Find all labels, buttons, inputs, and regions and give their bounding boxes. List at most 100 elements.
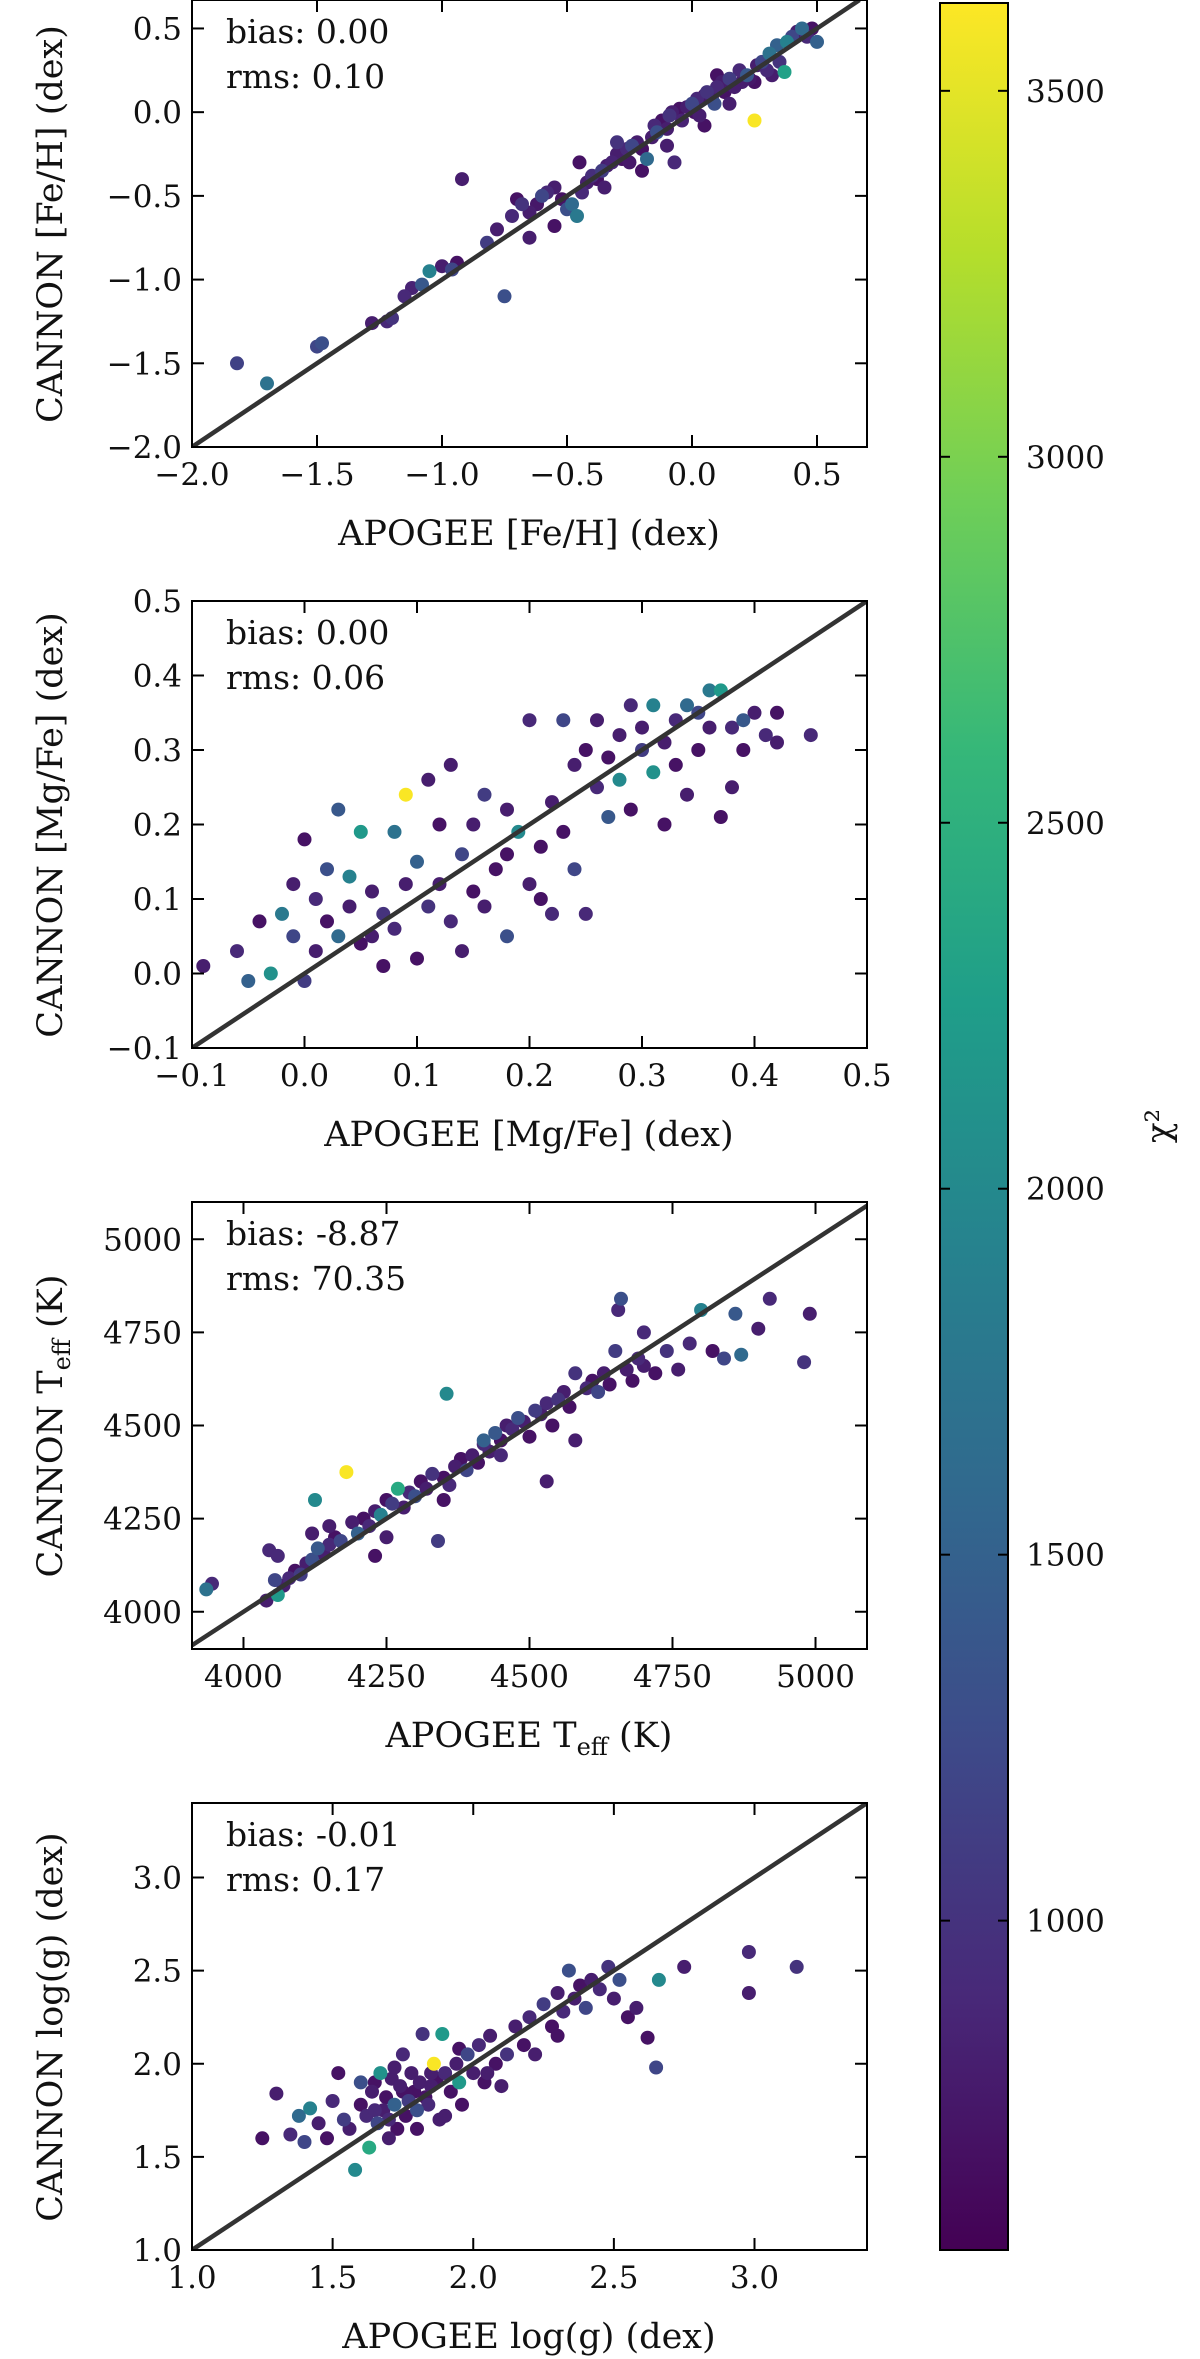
- data-point: [379, 1530, 394, 1545]
- data-point: [608, 1344, 623, 1358]
- x-axis-label: APOGEE Teff (K): [385, 1716, 673, 1761]
- colorbar-gradient: [939, 2, 1009, 2251]
- data-point: [410, 951, 424, 966]
- colorbar-tick-label: 3500: [1026, 74, 1105, 110]
- data-point: [477, 787, 492, 802]
- data-point: [702, 720, 717, 735]
- y-tick-label: 0.1: [133, 882, 182, 918]
- x-tick-label: 2.0: [449, 2260, 498, 2296]
- data-point: [443, 757, 458, 772]
- data-point: [758, 728, 773, 743]
- y-axis-label: CANNON [Fe/H] (dex): [31, 25, 71, 423]
- data-point: [286, 877, 301, 892]
- data-point: [275, 906, 289, 921]
- data-point: [640, 152, 654, 166]
- data-point: [455, 944, 469, 959]
- data-point: [500, 929, 514, 944]
- data-point: [230, 944, 244, 959]
- data-point: [490, 222, 504, 237]
- data-point: [255, 2131, 270, 2146]
- data-point: [500, 802, 514, 817]
- y-tick-label: 0.3: [133, 733, 182, 769]
- data-point: [736, 713, 751, 728]
- data-point: [606, 1991, 621, 2006]
- data-point: [789, 1959, 804, 1974]
- data-point: [539, 1474, 554, 1489]
- y-tick-label: 5000: [103, 1222, 182, 1258]
- data-point: [410, 2103, 424, 2118]
- data-point: [466, 2066, 481, 2081]
- data-point: [368, 1548, 383, 1563]
- data-point: [412, 2075, 427, 2090]
- data-point: [680, 787, 694, 802]
- data-point: [667, 155, 682, 170]
- data-point: [556, 824, 571, 839]
- x-tick-label: 0.5: [792, 457, 841, 493]
- data-point: [751, 1321, 766, 1336]
- data-point: [367, 2103, 382, 2118]
- x-tick-label: −0.5: [529, 457, 604, 493]
- data-point: [390, 1481, 405, 1496]
- data-point: [342, 869, 357, 884]
- x-tick-label: −2.0: [154, 457, 229, 493]
- colorbar-tick-label: 1500: [1026, 1538, 1105, 1574]
- data-point: [741, 1986, 756, 2000]
- data-point: [308, 1493, 322, 1507]
- y-tick-label: 1.5: [133, 2140, 182, 2176]
- one-to-one-line: [192, 601, 867, 1048]
- y-tick-label: 4250: [103, 1502, 182, 1538]
- data-point: [435, 2027, 450, 2041]
- data-point: [662, 108, 677, 123]
- data-point: [747, 705, 762, 720]
- plot-frame: [191, 1802, 868, 2251]
- colorbar-tick-label: 1000: [1026, 1904, 1105, 1940]
- scatter-panel-teff: bias: -8.87 rms: 70.35 APOGEE Teff (K) C…: [31, 1201, 868, 1761]
- data-point: [410, 854, 424, 869]
- data-point: [612, 1972, 627, 1987]
- data-point: [528, 1403, 543, 1418]
- data-point: [591, 1385, 606, 1399]
- data-point: [322, 1519, 337, 1534]
- data-point: [567, 757, 582, 772]
- data-point: [623, 802, 638, 817]
- data-point: [196, 959, 211, 973]
- y-tick-label: 4000: [103, 1595, 182, 1631]
- data-point: [466, 884, 481, 899]
- data-point: [705, 1344, 720, 1358]
- y-tick-label: 4750: [103, 1315, 182, 1351]
- data-point: [353, 2075, 368, 2090]
- data-point: [362, 2140, 377, 2155]
- data-point: [545, 906, 559, 921]
- data-point: [488, 862, 503, 877]
- data-point: [570, 209, 584, 223]
- data-point: [565, 197, 579, 212]
- data-point: [331, 929, 346, 944]
- data-point: [547, 219, 562, 233]
- data-point: [722, 96, 737, 111]
- x-tick-label: 2.5: [589, 2260, 638, 2296]
- data-point: [770, 735, 784, 750]
- x-axis-label: APOGEE [Mg/Fe] (dex): [323, 1115, 733, 1155]
- data-point: [515, 197, 529, 212]
- data-point: [297, 2135, 312, 2149]
- x-tick-label: 0.4: [730, 1058, 779, 1094]
- data-point: [522, 713, 537, 728]
- y-tick-label: 0.4: [133, 659, 182, 695]
- data-point: [561, 1963, 576, 1978]
- data-point: [480, 2066, 495, 2081]
- x-tick-label: 0.0: [667, 457, 716, 493]
- x-axis-label: APOGEE [Fe/H] (dex): [337, 514, 720, 554]
- colorbar-tick-label: 3000: [1026, 440, 1105, 476]
- y-tick-label: 0.0: [133, 95, 182, 131]
- y-tick-label: 2.0: [133, 2047, 182, 2083]
- data-point: [303, 2101, 318, 2116]
- plot-frame: [191, 1201, 868, 1650]
- y-tick-label: 2.5: [133, 1954, 182, 1990]
- data-point: [736, 743, 751, 757]
- data-point: [536, 1997, 551, 2012]
- data-point: [777, 65, 792, 79]
- x-tick-label: 4500: [490, 1659, 569, 1695]
- data-point: [381, 2131, 396, 2146]
- data-point: [556, 713, 571, 728]
- data-point: [646, 698, 661, 713]
